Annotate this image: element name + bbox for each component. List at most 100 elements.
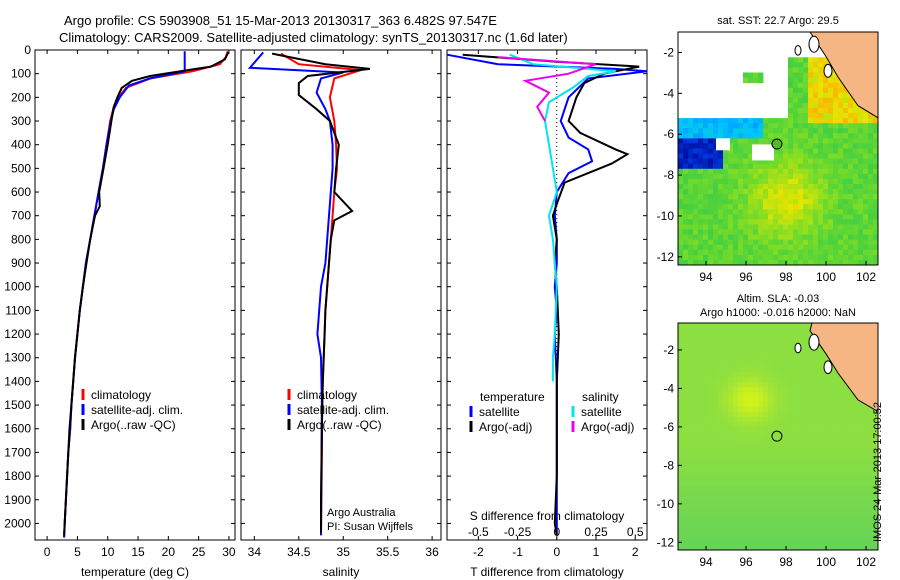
sla-cell [793,411,799,418]
sst-cell [813,184,819,190]
sla-cell [693,535,699,541]
sst-cell [683,239,689,246]
sla-cell [803,337,809,344]
sst-cell [763,128,769,134]
sla-cell [758,332,764,339]
sla-cell [733,510,739,516]
sla-cell [723,540,729,546]
sla-cell [858,510,864,516]
sla-cell [698,367,704,373]
sst-cell [833,87,839,94]
sst-cell [718,133,724,139]
sla-cell [763,441,769,447]
sst-cell [748,244,754,251]
sla-cell [688,387,694,393]
sla-cell [748,382,754,388]
sst-cell [743,244,749,251]
sla-cell [713,392,719,398]
sst-cell [748,173,754,180]
sla-cell [853,480,859,487]
sla-cell [758,476,764,482]
sla-cell [723,510,729,516]
sst-cell [678,234,684,241]
sst-cell [738,194,744,200]
sla-cell [828,406,834,413]
sst-cell [698,244,704,251]
sla-cell [858,446,864,452]
sla-cell [678,327,684,334]
sla-cell [748,392,754,398]
sst-cell [748,178,754,185]
sst-cell [783,244,789,251]
sst-cell [868,224,874,230]
sst-cell [838,123,844,129]
sla-cell [833,515,839,521]
sla-cell [798,500,804,506]
sla-cell [848,461,854,467]
sla-cell [848,431,854,437]
sst-cell [818,259,824,266]
sla-cell [788,525,794,531]
sst-cell [698,143,704,149]
sst-cell [713,249,719,256]
sst-cell [863,244,869,251]
sst-cell [788,199,794,205]
sst-cell [868,178,874,185]
sla-cell [778,525,784,531]
sst-cell [798,163,804,170]
sst-cell [843,239,849,246]
sla-cell [698,480,704,487]
sst-cell [868,113,874,119]
sst-cell [758,194,764,200]
sst-cell [873,138,879,144]
sst-cell [693,229,699,235]
sst-cell [683,249,689,256]
sst-cell [813,194,819,200]
sst-cell [803,133,809,139]
sst-cell [718,178,724,185]
panel-difference: -2 -1 0 1 2T difference from climatology-0.5… [446,49,648,579]
sst-cell [798,123,804,129]
sla-cell [703,456,709,462]
sst-cell [778,219,784,225]
sst-cell [728,153,734,160]
sst-cell [798,259,804,266]
sla-cell [793,456,799,462]
sla-cell [703,382,709,388]
sst-cell [723,209,729,215]
sla-cell [753,535,759,541]
sla-cell [818,446,824,452]
sla-cell [773,327,779,334]
sst-cell [718,204,724,210]
sla-cell [798,535,804,541]
sst-cell [848,194,854,200]
sst-cell [823,199,829,205]
sst-cell [873,133,879,139]
sst-cell [798,209,804,215]
sst-cell [738,123,744,129]
sla-cell [748,480,754,487]
sst-cell [773,189,779,195]
sla-cell [848,530,854,536]
sla-cell [678,535,684,541]
sla-cell [693,332,699,339]
sst-cell [703,153,709,160]
sst-cell [838,189,844,195]
sst-cell [808,234,814,241]
sla-cell [723,426,729,432]
sla-cell [808,387,814,393]
sla-cell [788,505,794,511]
sla-cell [843,515,849,521]
sla-cell [713,441,719,447]
sst-cell [848,184,854,190]
sst-cell [688,219,694,225]
sla-cell [813,525,819,531]
sla-cell [783,431,789,437]
sla-cell [763,485,769,492]
sla-cell [743,476,749,482]
sst-cell [803,143,809,149]
sla-cell [708,332,714,339]
sla-cell [723,480,729,487]
sla-cell [813,451,819,457]
sla-cell [738,406,744,413]
